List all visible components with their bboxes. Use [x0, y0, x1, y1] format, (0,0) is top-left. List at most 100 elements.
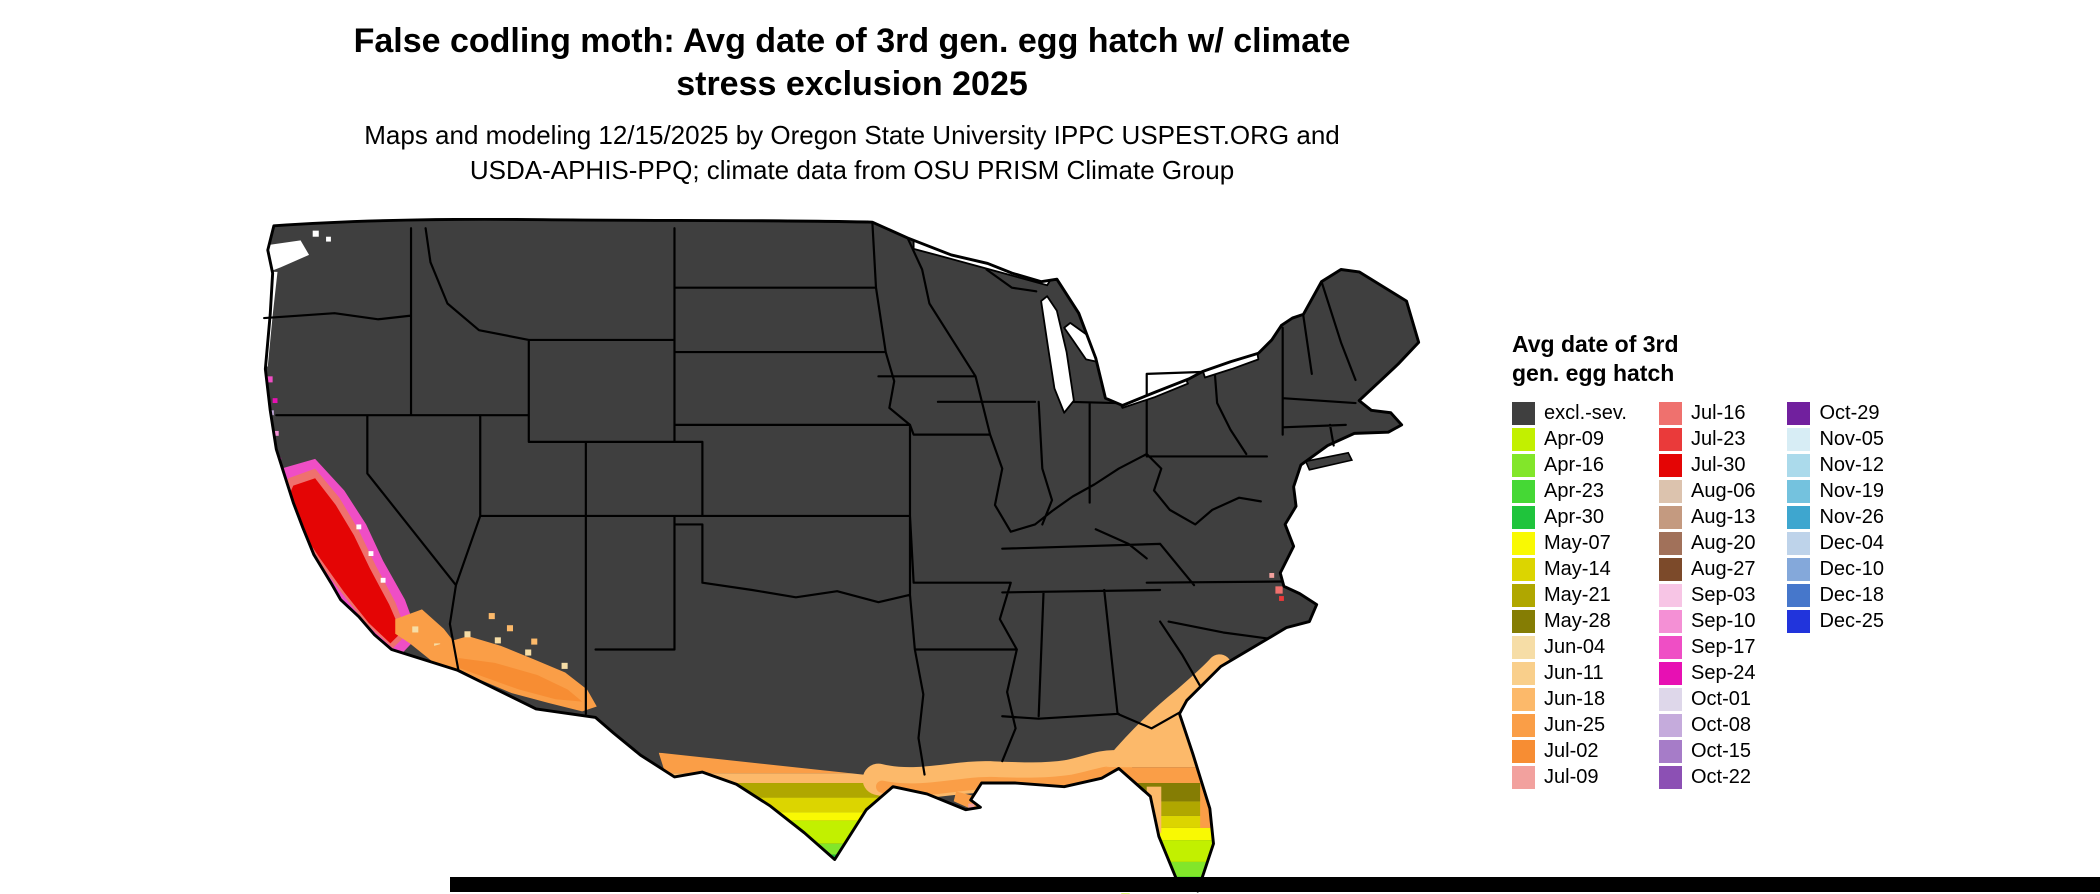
legend-swatch: [1658, 662, 1682, 685]
legend-label: Nov-05: [1819, 428, 1884, 450]
legend-swatch: [1787, 480, 1811, 503]
legend-label: Jul-23: [1690, 428, 1746, 450]
legend-swatch: [1512, 558, 1535, 581]
legend-label: Dec-25: [1819, 610, 1884, 632]
legend-label: Jun-18: [1544, 688, 1606, 710]
legend-swatch: [1658, 506, 1682, 529]
legend-swatch: [1787, 610, 1811, 633]
legend-swatch: [1658, 532, 1682, 555]
legend-swatch: [1658, 740, 1682, 763]
figure-subtitle-line1: Maps and modeling 12/15/2025 by Oregon S…: [364, 120, 1340, 150]
map-legend: Avg date of 3rd gen. egg hatch excl.-sev…: [1512, 330, 1916, 792]
legend-label: Oct-29: [1819, 402, 1880, 424]
figure-subtitle: Maps and modeling 12/15/2025 by Oregon S…: [0, 118, 1704, 188]
legend-row: Dec-25: [1787, 610, 1884, 633]
legend-row: Oct-29: [1787, 402, 1883, 425]
legend-row: Nov-19: [1787, 480, 1884, 503]
legend-row: Nov-05: [1787, 428, 1884, 451]
state-borders: [263, 221, 1357, 776]
legend-row: Apr-16: [1512, 454, 1627, 477]
legend-swatch: [1512, 662, 1535, 685]
legend-swatch: [1512, 506, 1535, 529]
legend-row: Oct-08: [1658, 714, 1756, 737]
legend-label: Dec-04: [1819, 532, 1884, 554]
legend-label: Apr-23: [1544, 480, 1605, 502]
legend-label: Jun-25: [1544, 714, 1606, 736]
conus-outline: [263, 218, 1421, 893]
legend-swatch: [1512, 532, 1535, 555]
legend-label: Apr-30: [1544, 506, 1605, 528]
us-map: [263, 218, 1421, 894]
legend-label: Sep-10: [1690, 610, 1756, 632]
legend-row: May-07: [1512, 532, 1627, 555]
legend-label: Apr-16: [1544, 454, 1605, 476]
legend-swatch: [1512, 480, 1535, 503]
legend-label: Jul-02: [1544, 740, 1599, 762]
legend-row: Dec-18: [1787, 584, 1884, 607]
legend-row: Jun-04: [1512, 636, 1627, 659]
legend-row: Apr-23: [1512, 480, 1627, 503]
legend-swatch: [1658, 584, 1682, 607]
legend-swatch: [1787, 402, 1811, 425]
legend-swatch: [1658, 402, 1682, 425]
legend-swatch: [1787, 428, 1811, 451]
legend-label: Nov-19: [1819, 480, 1884, 502]
legend-row: Oct-01: [1658, 688, 1756, 711]
legend-swatch: [1512, 636, 1535, 659]
figure-title-line2: stress exclusion 2025: [676, 65, 1028, 103]
legend-swatch: [1658, 558, 1682, 581]
legend-swatch: [1658, 714, 1682, 737]
legend-label: Jun-11: [1544, 662, 1604, 684]
legend-row: Sep-10: [1658, 610, 1756, 633]
legend-row: Jul-02: [1512, 740, 1627, 763]
legend-column-2: Jul-16 Jul-23 Jul-30 Aug-06 Aug-13 Aug-20 Aug-…: [1658, 402, 1756, 792]
legend-label: Oct-15: [1690, 740, 1752, 762]
legend-row: Oct-15: [1658, 740, 1756, 763]
legend-label: Aug-06: [1690, 480, 1756, 502]
legend-row: Jun-25: [1512, 714, 1627, 737]
legend-row: Jul-16: [1658, 402, 1756, 425]
legend-label: Oct-01: [1690, 688, 1752, 710]
figure-subtitle-line2: USDA-APHIS-PPQ; climate data from OSU PR…: [469, 155, 1235, 185]
legend-title-line1: Avg date of 3rd: [1512, 331, 1679, 357]
legend-label: May-28: [1544, 610, 1611, 632]
legend-label: Jul-09: [1544, 766, 1599, 788]
legend-row: Jul-30: [1658, 454, 1756, 477]
legend-swatch: [1658, 688, 1682, 711]
legend-columns: excl.-sev. Apr-09 Apr-16 Apr-23 Apr-30 May-07…: [1512, 402, 1916, 792]
legend-label: May-14: [1544, 558, 1611, 580]
legend-label: May-21: [1544, 584, 1611, 606]
legend-swatch: [1787, 532, 1811, 555]
legend-row: Oct-22: [1658, 766, 1756, 789]
legend-row: May-28: [1512, 610, 1627, 633]
legend-label: Jun-04: [1544, 636, 1606, 658]
legend-row: Apr-09: [1512, 428, 1627, 451]
legend-row: Jun-11: [1512, 662, 1627, 685]
legend-label: Nov-12: [1819, 454, 1884, 476]
legend-row: Jul-09: [1512, 766, 1627, 789]
legend-swatch: [1512, 610, 1535, 633]
legend-swatch: [1512, 740, 1535, 763]
legend-column-3: Oct-29 Nov-05 Nov-12 Nov-19 Nov-26 Dec-04 Dec-…: [1787, 402, 1884, 636]
legend-row: Aug-13: [1658, 506, 1755, 529]
legend-swatch: [1787, 584, 1811, 607]
figure-title-line1: False codling moth: Avg date of 3rd gen.…: [353, 22, 1351, 60]
pnw-no-data: [266, 240, 310, 272]
legend-swatch: [1658, 480, 1682, 503]
lake-michigan: [1040, 295, 1075, 414]
legend-swatch: [1512, 402, 1535, 425]
legend-row: Aug-06: [1658, 480, 1756, 503]
legend-row: excl.-sev.: [1512, 402, 1627, 425]
long-island: [1304, 451, 1354, 471]
legend-row: Jul-23: [1658, 428, 1756, 451]
legend-label: Aug-27: [1690, 558, 1756, 580]
legend-row: Nov-26: [1787, 506, 1884, 529]
legend-swatch: [1787, 454, 1811, 477]
legend-label: Dec-18: [1819, 584, 1884, 606]
legend-label: excl.-sev.: [1544, 402, 1627, 424]
legend-label: Apr-09: [1544, 428, 1605, 450]
california-red-core: [284, 478, 402, 644]
legend-swatch: [1512, 584, 1535, 607]
legend-swatch: [1658, 766, 1682, 789]
legend-title: Avg date of 3rd gen. egg hatch: [1512, 330, 1916, 388]
